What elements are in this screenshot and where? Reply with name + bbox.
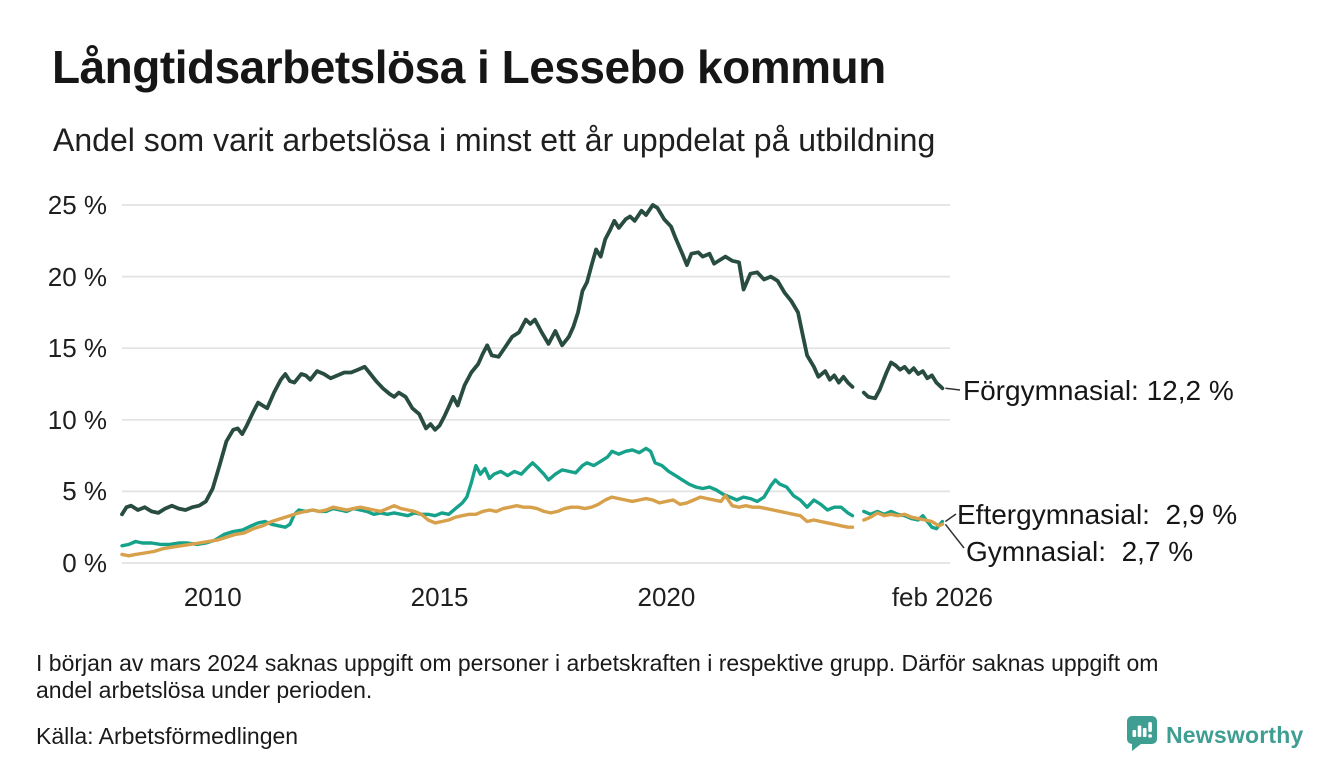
x-axis-tick-label: feb 2026 <box>891 582 994 612</box>
series-end-label-eftergymnasial: Eftergymnasial: 2,9 % <box>957 499 1238 530</box>
series-end-label-forgymnasial: Förgymnasial: 12,2 % <box>963 375 1234 406</box>
newsworthy-bubble-chart-icon <box>1124 714 1158 757</box>
y-axis-tick-label: 0 % <box>62 548 107 578</box>
series-line-eftergymnasial <box>120 446 855 548</box>
page-title: Långtidsarbetslösa i Lessebo kommun <box>52 41 886 93</box>
x-axis-tick-label: 2020 <box>637 582 696 612</box>
series-line-förgymnasial <box>861 360 945 401</box>
newsworthy-logo[interactable]: Newsworthy <box>1124 714 1303 757</box>
x-axis-tick-label: 2010 <box>183 582 242 612</box>
x-axis-tick-label: 2015 <box>410 582 469 612</box>
page-subtitle: Andel som varit arbetslösa i minst ett å… <box>53 122 936 158</box>
series-end-label-gymnasial: Gymnasial: 2,7 % <box>966 536 1194 567</box>
series-line-gymnasial <box>862 511 945 528</box>
y-axis-tick-label: 25 % <box>47 190 107 220</box>
footnote-line-1: I början av mars 2024 saknas uppgift om … <box>36 650 1159 676</box>
series-line-gymnasial <box>120 494 855 558</box>
y-axis-tick-label: 10 % <box>47 404 107 435</box>
y-axis-tick-label: 15 % <box>47 333 107 364</box>
label-leader-line <box>944 513 957 523</box>
source-credit: Källa: Arbetsförmedlingen <box>36 723 299 749</box>
footnote: I början av mars 2024 saknas uppgift om … <box>36 650 1316 704</box>
footnote-line-2: andel arbetslösa under perioden. <box>36 677 373 703</box>
newsworthy-wordmark: Newsworthy <box>1166 722 1304 748</box>
series-line-förgymnasial <box>120 203 855 517</box>
y-axis-tick-label: 5 % <box>62 476 107 507</box>
series-line-eftergymnasial <box>862 509 945 531</box>
y-axis-tick-label: 20 % <box>47 261 107 292</box>
label-leader-line <box>945 387 961 391</box>
